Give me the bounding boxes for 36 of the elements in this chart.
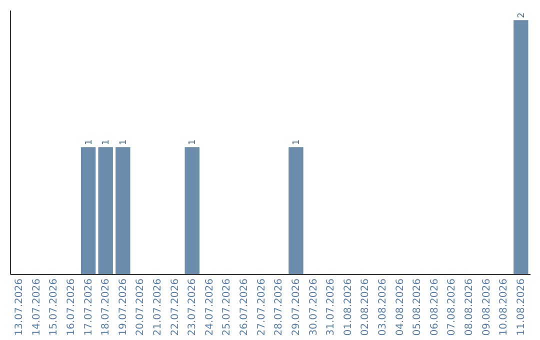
- x-tick-label: 26.07.2026: [239, 278, 250, 336]
- x-tick-label: 19.07.2026: [118, 278, 129, 336]
- x-tick-label: 10.08.2026: [498, 278, 510, 336]
- data-label: 1: [188, 139, 198, 146]
- data-label: 1: [118, 139, 129, 146]
- x-tick-label: 03.08.2026: [377, 278, 388, 336]
- x-tick-label: 05.08.2026: [412, 278, 424, 336]
- x-tick-label: 06.08.2026: [429, 278, 440, 336]
- x-tick-label: 28.07.2026: [274, 278, 285, 336]
- x-tick-label: 22.07.2026: [170, 278, 181, 336]
- x-tick-label: 04.08.2026: [394, 278, 406, 336]
- x-tick-label: 20.07.2026: [135, 278, 146, 336]
- x-tick-label: 31.07.2026: [326, 278, 337, 336]
- x-tick-label: 07.08.2026: [446, 278, 458, 336]
- x-tick-label: 27.07.2026: [256, 278, 268, 336]
- x-tick-label: 29.07.2026: [290, 278, 302, 336]
- x-tick-label: 30.07.2026: [308, 278, 320, 336]
- x-tick-label: 14.07.2026: [31, 278, 42, 336]
- x-tick-label: 01.08.2026: [342, 278, 354, 336]
- x-tick-label: 18.07.2026: [100, 278, 112, 336]
- x-tick-label: 11.08.2026: [516, 278, 527, 336]
- data-label: 1: [84, 139, 94, 146]
- x-tick-label: 08.08.2026: [464, 278, 475, 336]
- x-tick-label: 17.07.2026: [83, 278, 94, 336]
- x-tick-label: 02.08.2026: [360, 278, 372, 336]
- x-tick-label: 24.07.2026: [204, 278, 216, 336]
- x-tick-label: 25.07.2026: [222, 278, 233, 336]
- x-tick-label: 23.07.2026: [187, 278, 198, 336]
- x-tick-label: 21.07.2026: [152, 278, 164, 336]
- x-tick-label: 16.07.2026: [66, 278, 77, 336]
- x-tick-label: 09.08.2026: [481, 278, 492, 336]
- data-label: 2: [516, 12, 527, 18]
- data-label: 1: [292, 139, 302, 146]
- x-tick-label: 13.07.2026: [14, 278, 26, 336]
- data-label: 1: [102, 139, 112, 146]
- x-tick-label: 15.07.2026: [48, 278, 60, 336]
